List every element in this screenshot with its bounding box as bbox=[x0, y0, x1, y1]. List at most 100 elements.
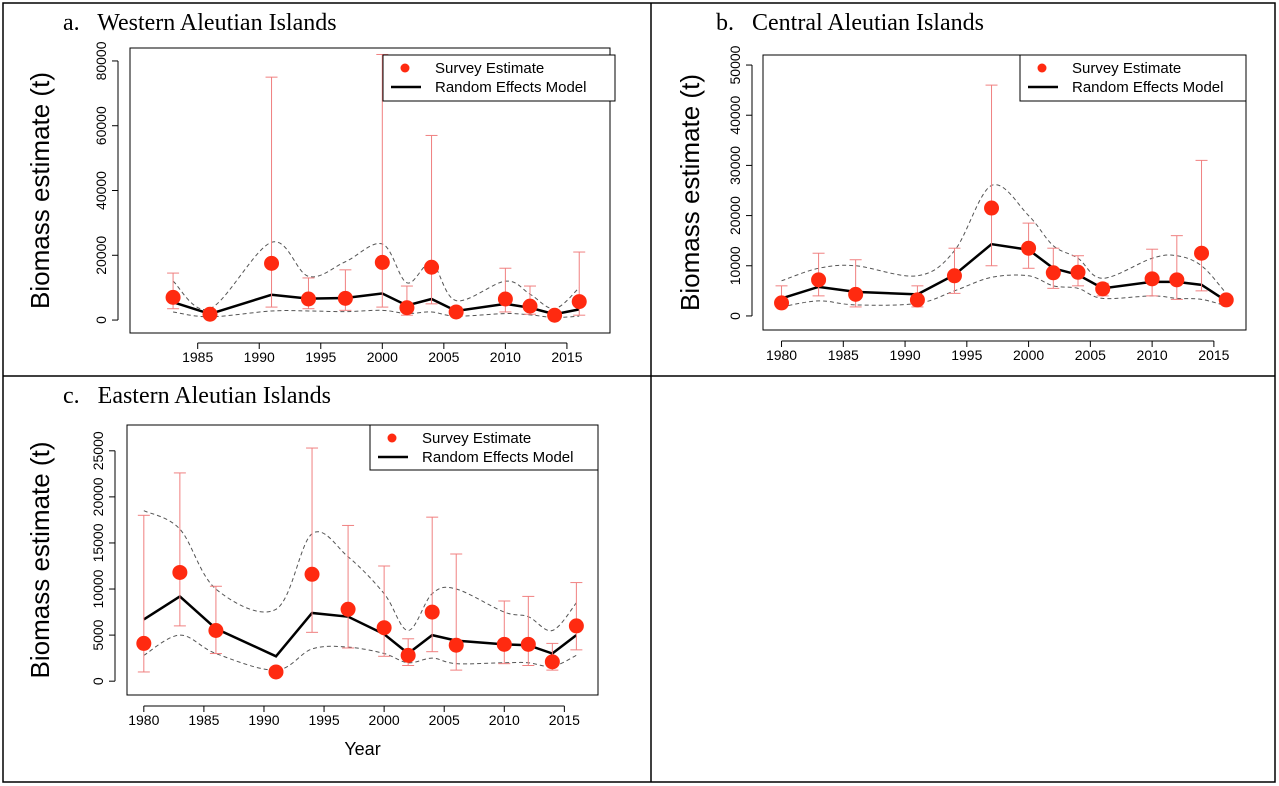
x-tick-label: 1990 bbox=[244, 349, 275, 365]
survey-point bbox=[1194, 245, 1210, 261]
x-tick-label: 1985 bbox=[828, 347, 859, 363]
x-tick-label: 2000 bbox=[1013, 347, 1044, 363]
x-tick-label: 2000 bbox=[367, 349, 398, 365]
x-tick-label: 1995 bbox=[951, 347, 982, 363]
y-tick-label: 20000 bbox=[93, 236, 109, 275]
error-bar bbox=[209, 585, 222, 655]
survey-point bbox=[264, 255, 280, 271]
survey-point bbox=[1095, 281, 1111, 297]
error-bar bbox=[173, 472, 186, 627]
error-bar bbox=[570, 582, 583, 651]
plot-box bbox=[126, 424, 599, 696]
legend-label: Random Effects Model bbox=[422, 449, 573, 466]
y-axis-title: Biomass estimate (t) bbox=[25, 72, 55, 309]
y-tick-label: 25000 bbox=[90, 431, 106, 470]
y-axis-title: Biomass estimate (t) bbox=[675, 74, 705, 311]
legend-label: Random Effects Model bbox=[435, 79, 586, 96]
error-bar bbox=[426, 516, 439, 653]
x-tick-label: 2005 bbox=[1075, 347, 1106, 363]
x-tick-label: 2000 bbox=[369, 712, 400, 728]
x-tick-label: 2015 bbox=[549, 712, 580, 728]
x-tick-label: 1980 bbox=[766, 347, 797, 363]
survey-point bbox=[909, 292, 925, 308]
survey-point bbox=[1045, 265, 1061, 281]
survey-point bbox=[811, 272, 827, 288]
survey-point bbox=[568, 618, 584, 634]
x-tick-label: 1995 bbox=[308, 712, 339, 728]
survey-point bbox=[544, 654, 560, 670]
x-tick-label: 2015 bbox=[1198, 347, 1229, 363]
model-line bbox=[781, 242, 1227, 302]
y-tick-label: 0 bbox=[93, 316, 109, 324]
survey-point bbox=[1169, 272, 1185, 288]
survey-point bbox=[399, 300, 415, 316]
x-tick-label: 1985 bbox=[182, 349, 213, 365]
survey-point bbox=[400, 647, 416, 663]
y-tick-label: 0 bbox=[727, 312, 743, 320]
survey-point bbox=[984, 200, 1000, 216]
y-tick-label: 10000 bbox=[727, 246, 743, 285]
legend-symbol bbox=[400, 63, 410, 73]
legend-box bbox=[369, 424, 599, 471]
legend-box bbox=[1019, 54, 1247, 102]
survey-point bbox=[268, 664, 284, 680]
survey-point bbox=[340, 601, 356, 617]
x-tick-label: 1990 bbox=[248, 712, 279, 728]
legend-label: Survey Estimate bbox=[1072, 60, 1181, 77]
error-bar bbox=[342, 524, 355, 649]
x-tick-label: 1980 bbox=[128, 712, 159, 728]
y-axis-title: Biomass estimate (t) bbox=[25, 442, 55, 679]
survey-point bbox=[448, 304, 464, 320]
survey-point bbox=[136, 635, 152, 651]
survey-point bbox=[304, 566, 320, 582]
x-tick-label: 2010 bbox=[490, 349, 521, 365]
survey-point bbox=[1144, 271, 1160, 287]
legend-label: Random Effects Model bbox=[1072, 79, 1223, 96]
confidence-band bbox=[143, 634, 577, 671]
survey-point bbox=[547, 307, 563, 323]
chart-title: a. Western Aleutian Islands bbox=[63, 10, 337, 36]
legend-symbol bbox=[1037, 63, 1047, 73]
y-tick-label: 40000 bbox=[727, 96, 743, 135]
x-tick-label: 1985 bbox=[188, 712, 219, 728]
confidence-band bbox=[173, 309, 580, 318]
survey-point bbox=[165, 289, 181, 305]
error-bar bbox=[985, 84, 998, 267]
x-tick-label: 1995 bbox=[305, 349, 336, 365]
survey-point bbox=[424, 259, 440, 275]
survey-point bbox=[172, 564, 188, 580]
survey-point bbox=[376, 620, 392, 636]
plot-box bbox=[129, 47, 611, 334]
survey-point bbox=[424, 604, 440, 620]
survey-point bbox=[202, 306, 218, 322]
survey-point bbox=[946, 268, 962, 284]
error-bar bbox=[306, 447, 319, 633]
y-tick-label: 20000 bbox=[727, 196, 743, 235]
y-tick-label: 40000 bbox=[93, 171, 109, 210]
survey-point bbox=[1070, 264, 1086, 280]
x-tick-label: 2010 bbox=[489, 712, 520, 728]
x-tick-label: 2010 bbox=[1137, 347, 1168, 363]
y-tick-label: 20000 bbox=[90, 477, 106, 516]
y-tick-label: 10000 bbox=[90, 569, 106, 608]
survey-point bbox=[337, 290, 353, 306]
survey-point bbox=[571, 294, 587, 310]
y-tick-label: 5000 bbox=[90, 619, 106, 650]
survey-point bbox=[300, 291, 316, 307]
x-tick-label: 2015 bbox=[551, 349, 582, 365]
survey-point bbox=[496, 636, 512, 652]
y-tick-label: 30000 bbox=[727, 146, 743, 185]
model-line bbox=[172, 292, 580, 316]
legend-symbol bbox=[387, 433, 397, 443]
error-bar bbox=[1170, 235, 1183, 300]
plot-box bbox=[762, 54, 1247, 331]
error-bar bbox=[378, 565, 391, 657]
confidence-band bbox=[172, 241, 580, 311]
chart-title: b. Central Aleutian Islands bbox=[716, 10, 984, 36]
survey-point bbox=[374, 254, 390, 270]
survey-point bbox=[522, 298, 538, 314]
y-tick-label: 80000 bbox=[93, 41, 109, 80]
